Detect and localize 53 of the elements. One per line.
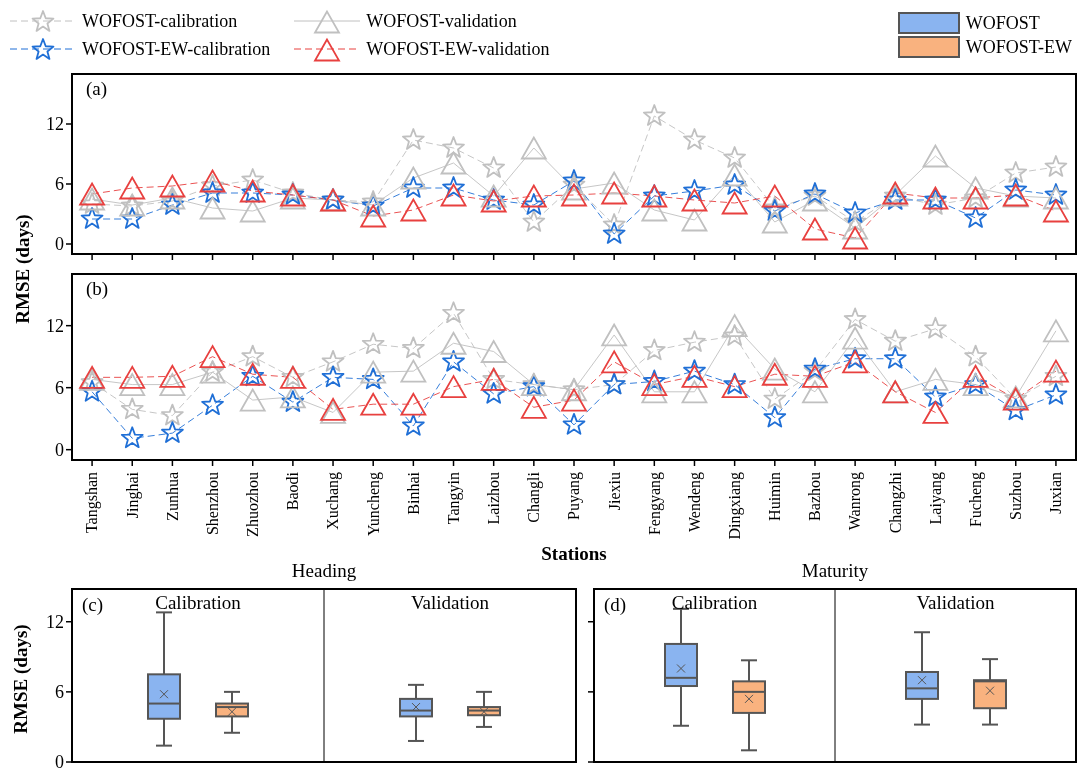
annotation: (b) [86,278,109,300]
x-tick-label: Tangyin [444,472,463,525]
x-tick-label: Laiyang [926,472,945,525]
chart-title: Maturity [801,560,869,581]
x-tick-label: Laizhou [485,472,503,525]
legend-label: WOFOST [965,12,1040,34]
category-label: Calibration [155,592,241,613]
x-tick-label: Bazhou [806,472,824,521]
x-tick-label: Suzhou [1007,472,1025,520]
annotation: (c) [82,594,104,616]
y-axis-title: RMSE (days) [12,213,34,326]
x-tick-label: Xuchang [324,472,343,530]
chart-title: Heading [291,560,357,581]
x-tick-label: Baodi [284,471,302,511]
y-tick-label: 0 [55,752,64,773]
x-tick-label: Wanrong [846,472,865,531]
y-tick-label: 12 [46,316,64,337]
x-axis-title: Stations [541,543,607,564]
x-tick-label: Juxian [1047,472,1065,514]
x-tick-label: Wendeng [685,472,704,533]
category-label: Validation [916,592,995,613]
x-tick-label: Jiexiu [605,472,623,511]
category-label: Validation [410,592,490,613]
legend-label: WOFOST-EW [965,36,1072,58]
x-tick-label: Binhai [404,471,422,515]
legend-label: WOFOST-EW-calibration [82,38,271,60]
x-tick-label: Puyang [565,472,584,520]
y-tick-label: 12 [46,114,64,135]
x-tick-label: Jinghai [123,471,142,519]
legend-label: WOFOST-calibration [82,10,238,32]
x-tick-label: Fengyang [645,472,664,536]
y-tick-label: 0 [55,234,64,255]
x-tick-label: Tangshan [83,472,102,534]
y-tick-label: 6 [55,682,64,703]
annotation: (d) [604,594,627,616]
x-tick-label: Zunhua [163,472,181,521]
y-tick-label: 6 [55,174,64,195]
x-tick-label: Zhuozhou [244,472,262,537]
y-tick-label: 0 [55,440,64,461]
x-tick-label: Shenzhou [203,472,221,536]
legend-label: WOFOST-EW-validation [366,38,550,60]
category-label: Calibration [671,592,758,613]
x-tick-label: Dingxiang [726,472,744,540]
y-tick-label: 6 [55,378,64,399]
x-tick-label: Changli [525,471,544,523]
x-tick-label: Yuncheng [364,472,383,536]
annotation: (a) [86,78,108,100]
y-tick-label: 12 [46,612,64,633]
x-tick-label: Huimin [766,472,784,521]
legend-label: WOFOST-validation [366,10,517,32]
x-tick-label: Changzhi [886,471,905,534]
x-tick-label: Fucheng [966,472,985,528]
y-axis-title: RMSE (days) [10,623,32,736]
